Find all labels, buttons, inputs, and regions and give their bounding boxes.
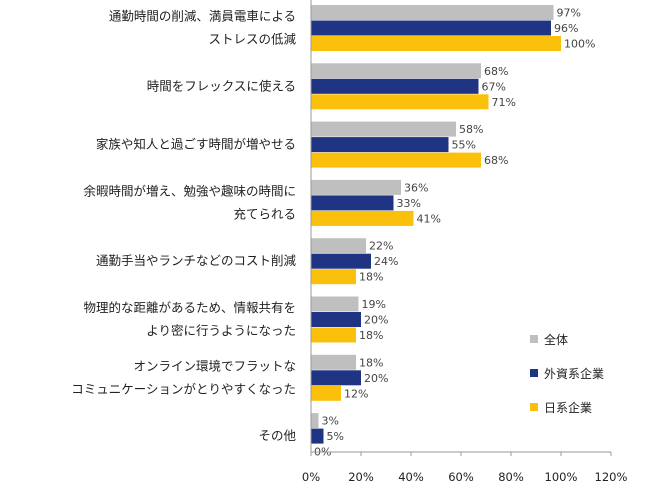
bar [311, 195, 394, 211]
bar [311, 385, 341, 401]
legend-label: 外資系企業 [544, 366, 604, 381]
bars [311, 5, 561, 444]
x-tick-label: 60% [448, 470, 474, 484]
category-label: コミュニケーションがとりやすくなった [71, 381, 296, 396]
value-label: 12% [344, 387, 368, 400]
bar [311, 327, 356, 343]
value-label: 3% [322, 415, 339, 428]
value-label: 36% [404, 181, 428, 194]
axes: 0% 20% 40% 60% 80% 100% 120% [302, 0, 628, 484]
value-label: 58% [459, 123, 483, 136]
value-label: 24% [374, 255, 398, 268]
value-label: 97% [557, 7, 581, 20]
bar [311, 312, 361, 327]
value-label: 68% [484, 65, 508, 78]
bar [311, 137, 449, 153]
x-tick-label: 120% [595, 470, 628, 484]
category-label: 家族や知人と過ごす時間が増やせる [96, 137, 296, 152]
bar [311, 413, 319, 429]
value-label: 68% [484, 154, 508, 167]
x-tick-label: 100% [545, 470, 578, 484]
category-label: 物理的な距離があるため、情報共有を [83, 300, 296, 315]
category-label: 余暇時間が増え、勉強や趣味の時間に [83, 183, 296, 198]
bar [311, 238, 366, 254]
value-label: 19% [362, 298, 386, 311]
legend-swatch [530, 403, 538, 411]
value-label: 41% [417, 212, 441, 225]
legend-label: 全体 [544, 332, 568, 347]
value-label: 22% [369, 240, 393, 253]
value-label: 18% [359, 271, 383, 284]
bar [311, 121, 456, 137]
bar [311, 179, 401, 195]
value-label: 5% [327, 430, 344, 443]
value-label: 18% [359, 329, 383, 342]
bar [311, 36, 561, 51]
value-labels: 97% 96% 100% 68% 67% 71% 58% 55% 68% 36% 33% 41% 22%… [314, 7, 595, 459]
value-label: 55% [452, 139, 476, 152]
value-label: 67% [482, 80, 506, 93]
category-label: オンライン環境でフラットな [133, 358, 296, 373]
value-label: 18% [359, 356, 383, 369]
category-labels: 通勤時間の削減、満員電車によるストレスの低減時間をフレックスに使える家族や知人と… [71, 9, 296, 444]
bar [311, 210, 414, 226]
x-tick-label: 20% [348, 470, 374, 484]
category-label: 通勤手当やランチなどのコスト削減 [96, 253, 297, 268]
bar [311, 20, 551, 36]
category-label: 通勤時間の削減、満員電車による [109, 9, 296, 24]
value-label: 33% [397, 197, 421, 210]
value-label: 20% [364, 372, 388, 385]
bar [311, 269, 356, 285]
x-tick-label: 0% [302, 470, 320, 484]
bar [311, 428, 324, 444]
legend-label: 日系企業 [544, 400, 592, 415]
x-tick-label: 80% [498, 470, 524, 484]
category-label: その他 [258, 428, 296, 443]
value-label: 20% [364, 314, 388, 327]
bar [311, 354, 356, 370]
bar [311, 296, 359, 312]
category-label: ストレスの低減 [208, 32, 296, 47]
value-label: 100% [564, 38, 595, 51]
value-label: 96% [554, 22, 578, 35]
category-label: より密に行うようになった [146, 323, 296, 338]
category-label: 時間をフレックスに使える [147, 78, 296, 93]
legend-swatch [530, 335, 538, 343]
bar [311, 5, 554, 20]
bar [311, 370, 361, 386]
bar [311, 94, 489, 110]
bar [311, 78, 479, 94]
bar [311, 253, 371, 269]
category-label: 充てられる [233, 206, 296, 221]
legend-swatch [530, 369, 538, 377]
bar [311, 152, 481, 168]
value-label: 71% [492, 96, 516, 109]
bar [311, 63, 481, 79]
x-tick-label: 40% [398, 470, 424, 484]
